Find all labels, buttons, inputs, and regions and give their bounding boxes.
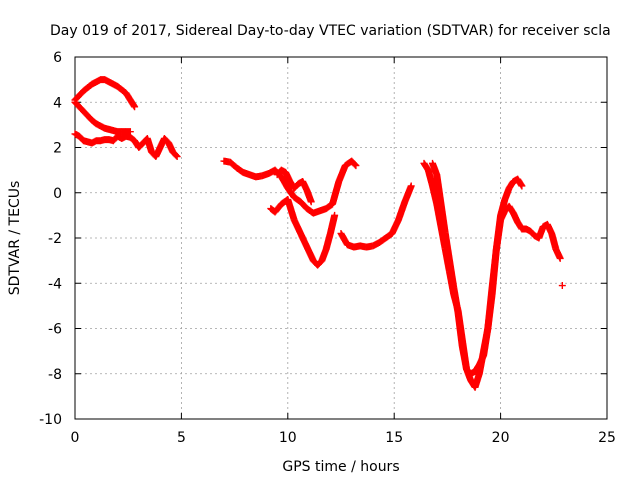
data-point — [314, 258, 325, 269]
data-point — [84, 112, 95, 123]
data-point — [348, 157, 360, 170]
x-axis-label: GPS time / hours — [282, 459, 399, 475]
axis-ticks: 0 5 10 15 20 25 -10 -8 -6 -4 -2 0 2 4 6 — [39, 50, 616, 446]
data-series-2 — [71, 130, 181, 161]
x-tick-label: 0 — [71, 430, 80, 446]
data-series-10 — [558, 282, 566, 290]
y-axis-label: SDTVAR / TECUs — [7, 181, 23, 296]
data-series-9 — [429, 159, 564, 378]
data-point — [277, 173, 291, 191]
x-tick-label: 15 — [385, 430, 403, 446]
data-point — [135, 140, 146, 151]
data-points — [71, 76, 566, 391]
data-point — [143, 134, 155, 155]
data-point — [297, 198, 310, 212]
data-point — [80, 107, 91, 119]
chart-title: Day 019 of 2017, Sidereal Day-to-day VTE… — [50, 23, 611, 39]
data-point — [446, 257, 458, 291]
data-series-7 — [337, 182, 415, 251]
data-point — [484, 285, 496, 332]
y-tick-label: -2 — [48, 231, 62, 247]
data-series-4 — [220, 157, 360, 217]
data-point — [318, 246, 330, 265]
data-point — [492, 217, 504, 253]
y-tick-label: 4 — [53, 95, 62, 111]
data-point — [126, 96, 139, 111]
data-point — [535, 224, 547, 242]
data-point — [271, 201, 285, 216]
data-point — [401, 182, 415, 206]
data-point — [297, 229, 310, 250]
data-point — [75, 132, 87, 144]
data-point — [514, 175, 526, 190]
y-tick-label: 6 — [53, 50, 62, 66]
data-point — [488, 247, 500, 292]
data-series-1 — [71, 76, 139, 111]
data-point — [335, 163, 349, 185]
y-tick-label: -4 — [48, 276, 62, 292]
y-tick-label: -10 — [39, 412, 62, 428]
data-point — [290, 216, 304, 236]
data-point — [169, 148, 181, 161]
data-point — [75, 103, 87, 114]
data-point — [433, 171, 445, 207]
data-point — [558, 282, 566, 290]
data-series-5 — [267, 196, 339, 269]
data-point — [75, 88, 87, 99]
data-point — [303, 243, 317, 263]
x-tick-label: 10 — [279, 430, 297, 446]
x-tick-label: 20 — [492, 430, 510, 446]
data-point — [71, 98, 82, 110]
data-series-6 — [273, 166, 315, 206]
data-point — [480, 326, 492, 360]
data-point — [303, 186, 315, 206]
data-point — [328, 179, 343, 208]
y-tick-label: 2 — [53, 141, 62, 157]
data-point — [122, 128, 134, 136]
y-tick-label: -8 — [48, 367, 62, 383]
data-point — [437, 200, 449, 236]
data-point — [284, 196, 298, 223]
data-point — [326, 211, 339, 237]
data-point — [450, 284, 462, 315]
data-point — [441, 229, 453, 263]
data-point — [454, 309, 466, 349]
data-point — [290, 181, 302, 192]
data-point — [552, 245, 564, 262]
data-point — [226, 158, 240, 171]
data-point — [337, 229, 351, 248]
data-point — [322, 231, 334, 253]
data-point — [501, 185, 513, 204]
data-point — [429, 159, 440, 178]
data-point — [471, 371, 483, 391]
data-series-3 — [71, 98, 134, 136]
x-tick-label: 25 — [598, 430, 616, 446]
x-tick-label: 5 — [177, 430, 186, 446]
data-point — [160, 134, 172, 146]
data-point — [388, 217, 402, 237]
y-tick-label: 0 — [53, 186, 62, 202]
data-point — [394, 199, 408, 224]
data-point — [526, 227, 538, 239]
y-tick-label: -6 — [48, 322, 62, 338]
data-point — [284, 184, 297, 200]
